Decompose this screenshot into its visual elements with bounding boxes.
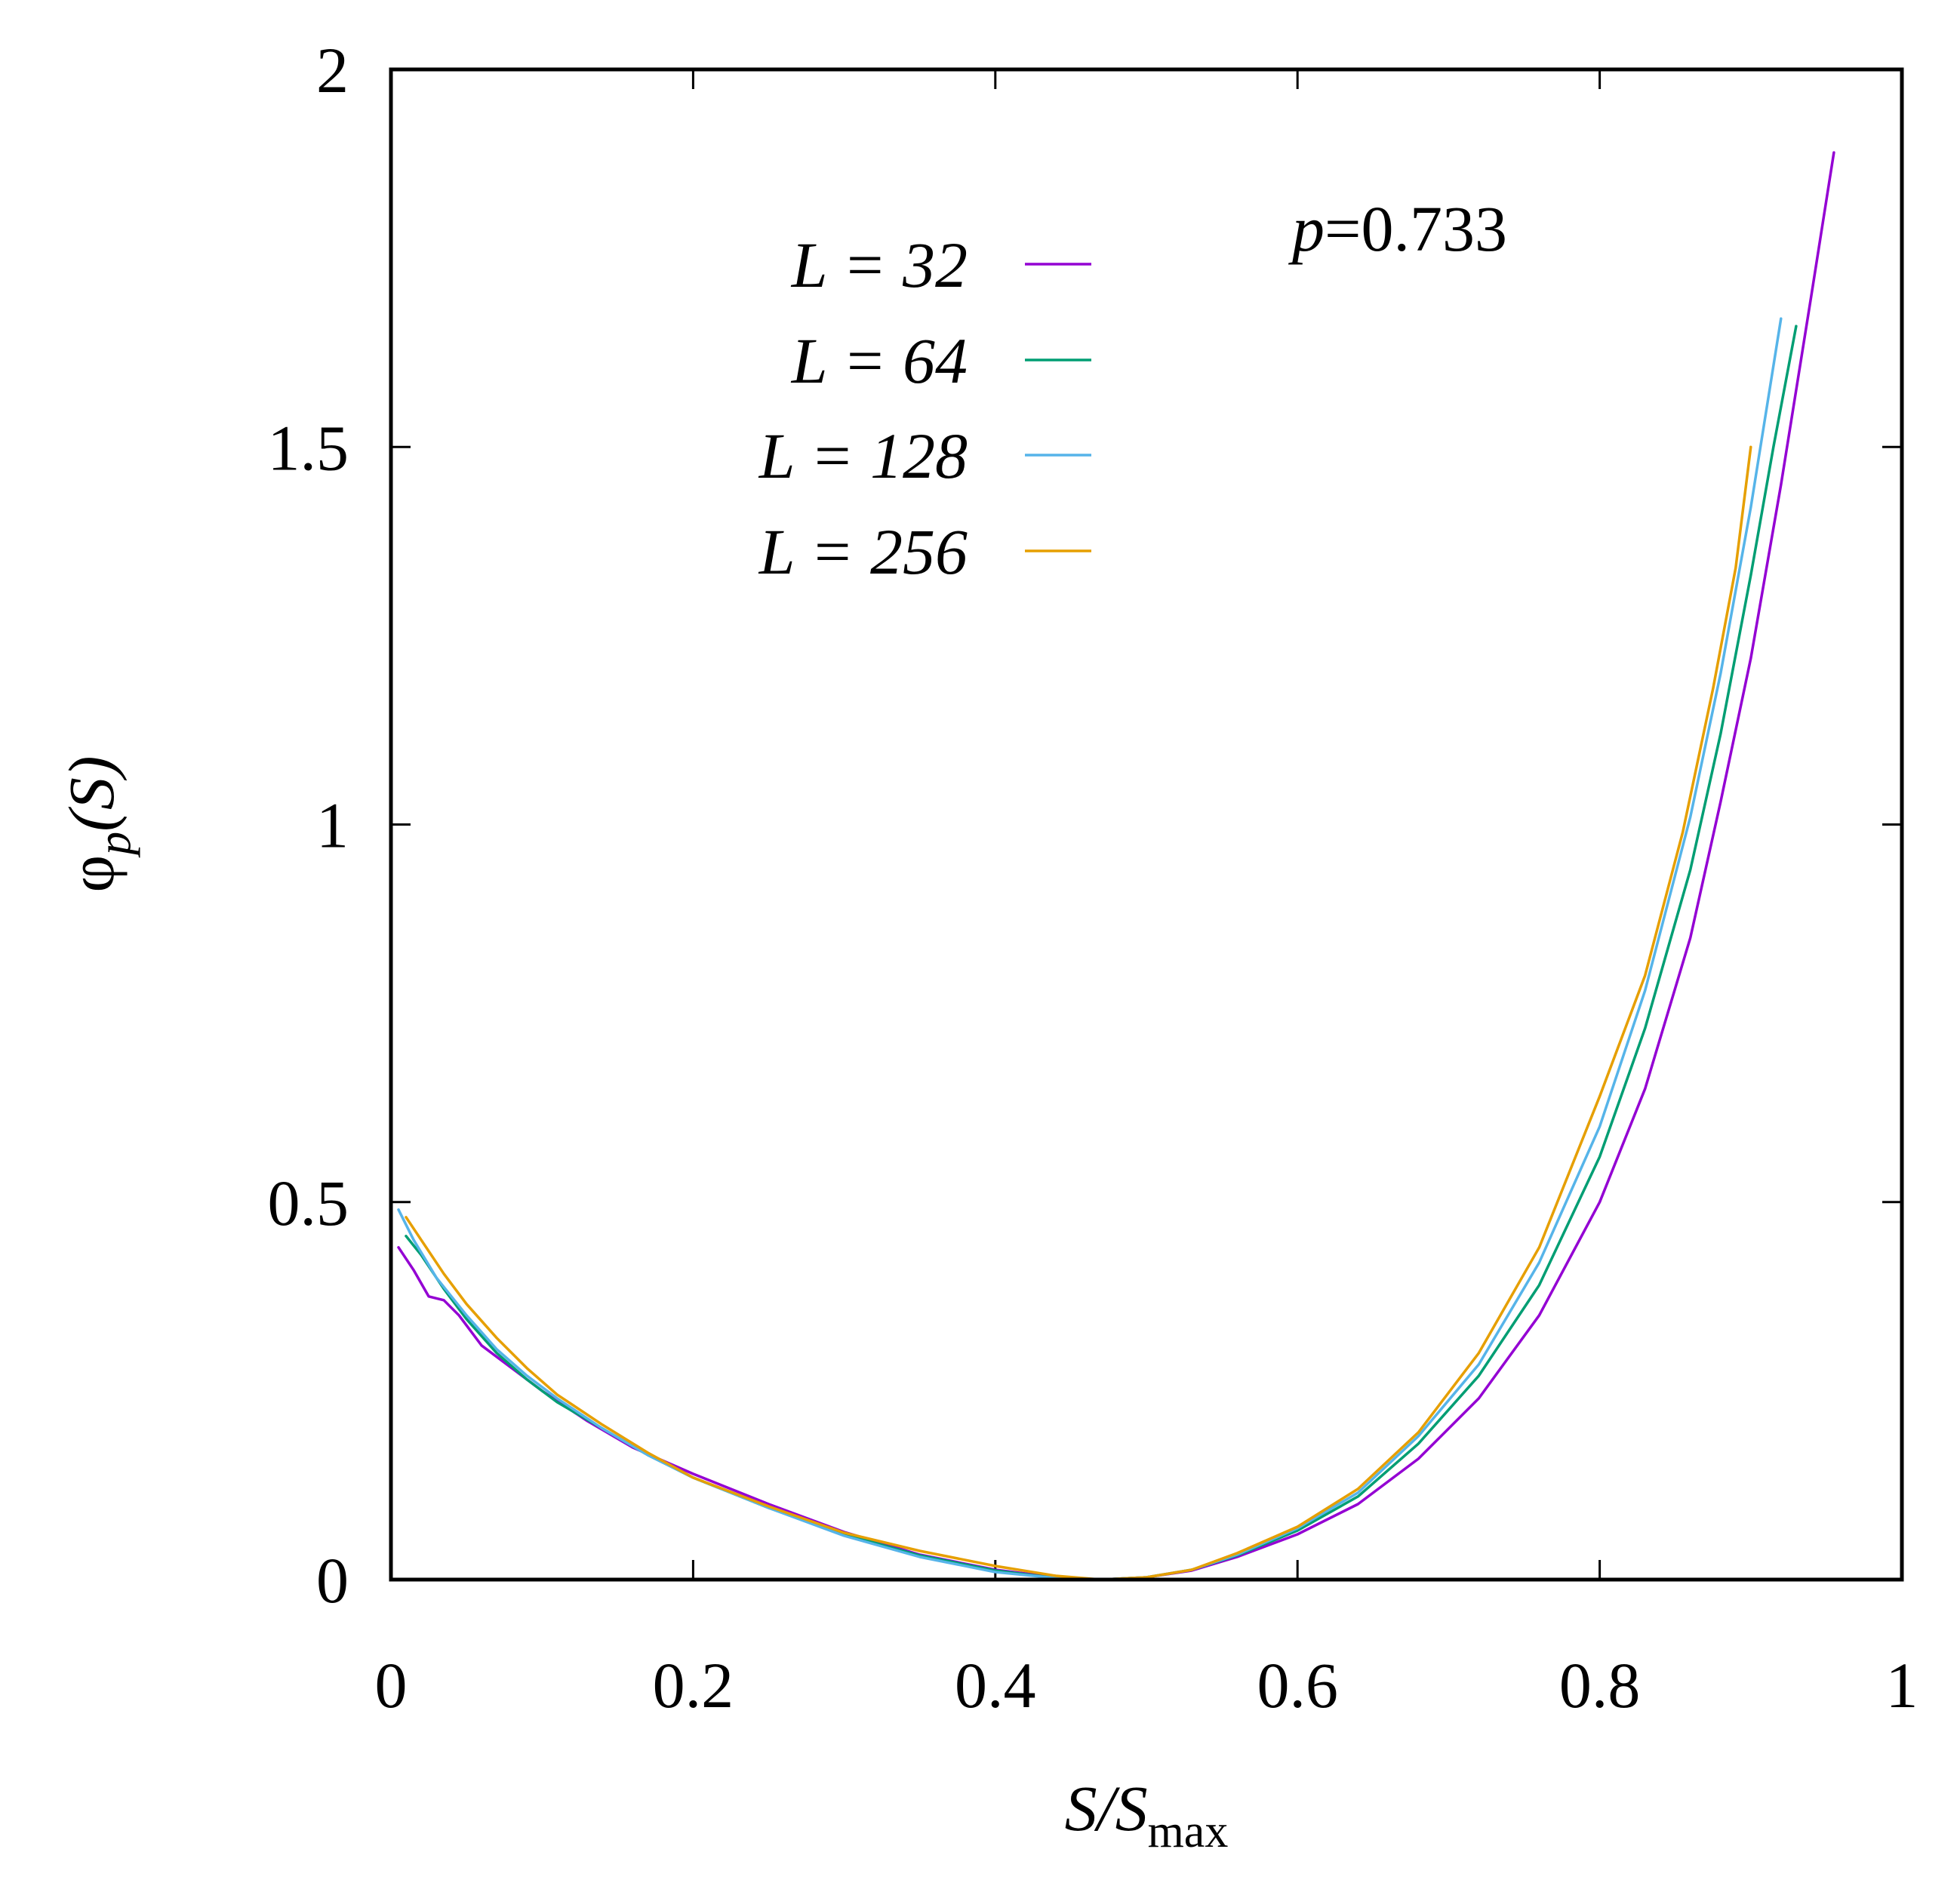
y-tick-label: 1 (316, 789, 349, 862)
y-tick-label: 1.5 (268, 411, 349, 484)
annotation: p=0.733 (1288, 192, 1507, 265)
x-axis-label-subscript: max (1148, 1806, 1229, 1857)
y-axis-label-subscript: p (89, 832, 140, 858)
legend: L = 32 L = 64 L = 128 L = 256 (758, 229, 1091, 588)
plot-frame (389, 67, 1904, 1582)
y-tick-label: 2 (316, 34, 349, 106)
y-axis-label: φp(S) (55, 756, 140, 893)
annotation-value: =0.733 (1325, 192, 1507, 265)
y-axis-label-main: φ (55, 855, 128, 893)
y-axis-label-rest: (S) (55, 756, 128, 832)
x-axis-label-main: S/S (1065, 1772, 1148, 1844)
legend-label: L = 64 (790, 325, 968, 397)
x-tick-label: 0.4 (955, 1649, 1036, 1721)
x-tick-labels: 0 0.2 0.4 0.6 0.8 1 (375, 1649, 1918, 1721)
y-tick-labels: 0 0.5 1 1.5 2 (268, 34, 349, 1617)
x-tick-label: 1 (1886, 1649, 1918, 1721)
annotation-variable: p (1288, 192, 1325, 265)
y-tick-label: 0.5 (268, 1167, 349, 1239)
x-tick-label: 0.8 (1559, 1649, 1641, 1721)
x-tick-label: 0.2 (653, 1649, 734, 1721)
legend-label: L = 128 (758, 420, 968, 492)
x-tick-label: 0.6 (1257, 1649, 1338, 1721)
legend-label: L = 256 (758, 515, 968, 588)
x-tick-label: 0 (375, 1649, 408, 1721)
legend-label: L = 32 (790, 229, 968, 301)
x-axis-label: S/Smax (1065, 1772, 1229, 1857)
y-tick-label: 0 (316, 1544, 349, 1617)
